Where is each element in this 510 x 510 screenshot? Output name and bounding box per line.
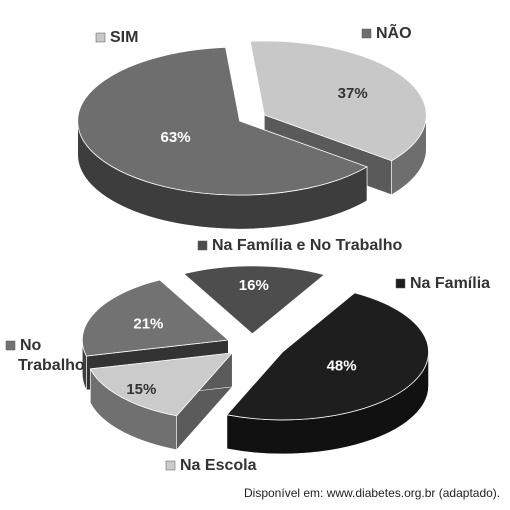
legend-swatch-no-trabalho — [5, 340, 16, 351]
chart-pie-onde: 16% 21% 48% 15% Na Família e No Trabalho Na F… — [5, 237, 490, 474]
legend-label-na-familia: Na Família — [410, 275, 490, 292]
legend-swatch-sim — [95, 32, 106, 43]
legend-item-no-trabalho: No Trabalho — [5, 337, 85, 374]
legend-item-na-familia-e-no-trabalho: Na Família e No Trabalho — [197, 237, 403, 254]
slice-top-na-familia-e-no-trabalho — [182, 265, 326, 335]
pie-slice-nao: 63% — [77, 46, 368, 230]
slice-value-label-nao: 63% — [161, 129, 191, 146]
slice-top-no-trabalho — [81, 279, 230, 357]
slice-value-label-sim: 37% — [338, 85, 368, 102]
slice-top-nao — [77, 46, 368, 196]
pie-slice-na-familia-e-no-trabalho: 16% — [182, 265, 326, 335]
source-caption: Disponível em: www.diabetes.org.br (adap… — [244, 486, 501, 500]
legend-swatch-na-familia — [395, 278, 406, 289]
slice-value-label-na-familia-e-no-trabalho: 16% — [239, 277, 269, 294]
legend-label-na-familia-e-no-trabalho: Na Família e No Trabalho — [212, 237, 403, 254]
legend-item-nao: NÃO — [361, 22, 412, 42]
slice-top-na-escola — [89, 352, 234, 417]
legend-item-sim: SIM — [95, 29, 138, 46]
slice-top-sim — [249, 40, 427, 162]
legend-swatch-na-familia-e-no-trabalho — [197, 240, 208, 251]
legend-label-nao: NÃO — [376, 22, 412, 42]
slice-value-label-no-trabalho: 21% — [133, 315, 163, 332]
chart-pie-sim-nao: 37% 63% SIM NÃO — [77, 22, 427, 230]
pie-slice-na-familia: 48% — [226, 292, 429, 455]
legend-item-na-escola: Na Escola — [165, 457, 257, 474]
legend-label-no-trabalho-1: Trabalho — [18, 357, 85, 374]
legend-swatch-nao — [361, 28, 372, 39]
pie-slice-na-escola: 15% — [89, 352, 234, 451]
slice-top-na-familia — [226, 292, 429, 421]
legend-item-na-familia: Na Família — [395, 275, 490, 292]
slice-value-label-na-familia: 48% — [327, 357, 357, 374]
legend-label-sim: SIM — [110, 29, 138, 46]
legend-label-no-trabalho-0: No — [20, 337, 42, 354]
legend-label-na-escola: Na Escola — [180, 457, 257, 474]
legend-swatch-na-escola — [165, 460, 176, 471]
slice-value-label-na-escola: 15% — [126, 381, 156, 398]
